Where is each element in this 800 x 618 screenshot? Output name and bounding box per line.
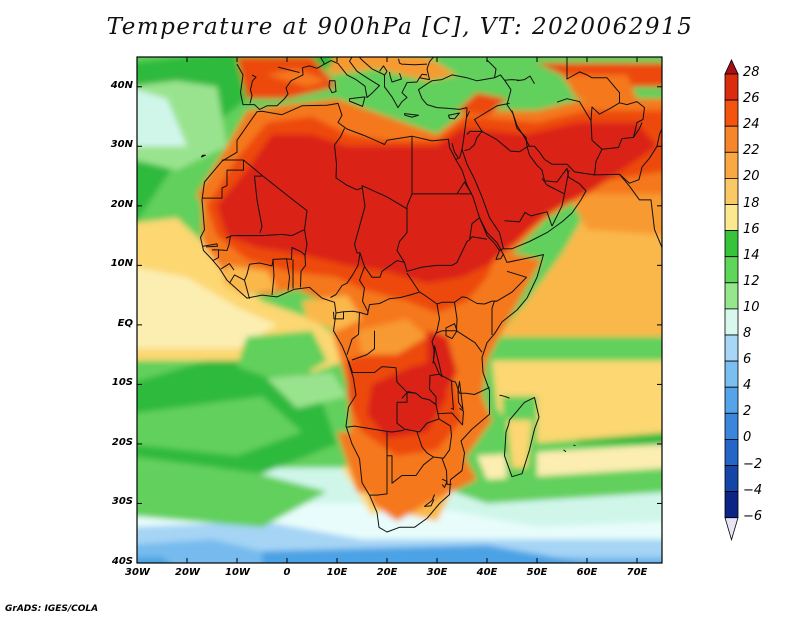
lat-tick-label: 20S (111, 436, 133, 448)
colorbar-swatch (724, 465, 739, 493)
colorbar-label: 2 (743, 404, 752, 420)
colorbar-swatch (724, 386, 739, 414)
colorbar-swatch (724, 125, 739, 153)
temperature-map (137, 57, 662, 563)
colorbar-swatch (724, 204, 739, 232)
colorbar-label: 28 (743, 65, 760, 80)
lon-tick-label: 20E (376, 567, 398, 578)
colorbar-label: 6 (743, 352, 752, 368)
lon-tick-label: 30E (426, 567, 448, 578)
lon-tick-label: 0 (283, 567, 291, 578)
colorbar-label: 8 (743, 326, 752, 341)
colorbar-swatch (724, 412, 739, 440)
colorbar-label: 26 (743, 91, 760, 107)
colorbar-swatch (724, 99, 739, 127)
lat-tick-label: 10N (110, 258, 133, 270)
colorbar-swatch (724, 334, 739, 362)
lon-tick-label: 20W (175, 567, 200, 578)
colorbar-swatch (724, 308, 739, 336)
colorbar-label: 20 (743, 169, 760, 185)
colorbar-label: 4 (743, 378, 752, 394)
lon-tick-label: 60E (576, 567, 598, 578)
colorbar-label: 14 (743, 247, 760, 263)
colorbar-label: 16 (743, 221, 760, 237)
map-canvas (137, 57, 662, 563)
lat-tick-label: 20N (110, 198, 133, 210)
coastline-mauritius (573, 444, 576, 447)
lat-tick-label: EQ (117, 317, 133, 329)
colorbar-label: −6 (743, 508, 763, 524)
colorbar-swatch (724, 360, 739, 388)
colorbar-swatch (724, 73, 739, 101)
colorbar-swatch (724, 256, 739, 284)
colorbar-swatch (724, 491, 739, 519)
colorbar-label: −2 (743, 456, 763, 472)
colorbar-label: 10 (743, 299, 760, 315)
lat-tick-label: 30S (111, 496, 133, 508)
colorbar-label: 22 (743, 143, 760, 159)
lat-tick-label: 40N (110, 79, 133, 91)
lon-tick-label: 70E (626, 567, 648, 578)
colorbar-label: 18 (743, 195, 760, 211)
lat-tick-label: 10S (111, 377, 133, 389)
colorbar-label: 24 (743, 117, 760, 133)
colorbar-bottom-arrow (724, 517, 739, 542)
colorbar-swatch (724, 438, 739, 466)
lon-tick-label: 10E (326, 567, 348, 578)
credit-text: GrADS: IGES/COLA (5, 604, 99, 614)
colorbar-label: 12 (743, 273, 760, 289)
lon-tick-label: 40E (476, 567, 498, 578)
colorbar-label: 0 (743, 430, 752, 446)
lon-tick-label: 10W (225, 567, 250, 578)
colorbar-swatch (724, 282, 739, 310)
lon-tick-label: 50E (526, 567, 548, 578)
lon-tick-label: 30W (125, 567, 150, 578)
lat-tick-label: 30N (110, 139, 133, 151)
colorbar-swatch (724, 151, 739, 179)
colorbar-label: −4 (743, 482, 763, 498)
colorbar-swatch (724, 230, 739, 258)
lat-tick-label: 40S (111, 556, 133, 567)
temperature-field (137, 57, 662, 563)
colorbar-swatch (724, 178, 739, 205)
color-scale-bar (724, 59, 739, 542)
colorbar-top-arrow (724, 59, 739, 75)
map-title: Temperature at 900hPa [C], VT: 202006291… (106, 14, 694, 40)
